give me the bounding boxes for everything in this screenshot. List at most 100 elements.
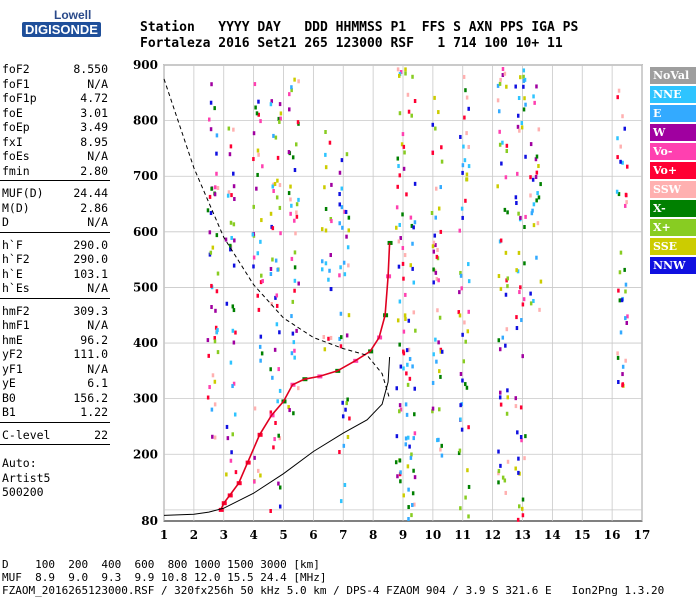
digisonde-logo: Lowell DIGISONDE [8, 6, 118, 40]
echo-mark [341, 414, 345, 419]
echo-mark [462, 74, 466, 79]
echo-mark [532, 298, 535, 303]
echo-mark [460, 206, 464, 211]
echo-mark [297, 79, 300, 84]
echo-mark [504, 175, 508, 180]
echo-mark [226, 193, 230, 198]
param-name: yF1 [2, 361, 23, 376]
echo-mark [254, 105, 257, 110]
param-row-foep: foEp 3.49 [2, 120, 108, 134]
echo-mark [624, 282, 628, 287]
echo-mark [413, 99, 417, 104]
param-row-fxi: fxI 8.95 [2, 135, 108, 149]
echo-mark [229, 243, 232, 248]
echo-mark [324, 165, 328, 170]
echo-mark [253, 406, 257, 411]
echo-mark [260, 273, 263, 278]
echo-mark [288, 92, 291, 97]
param-value: 96.2 [80, 332, 108, 347]
param-name: h`F [2, 237, 23, 252]
echo-mark [439, 349, 443, 354]
echo-mark [405, 192, 408, 197]
echo-mark [400, 142, 404, 147]
echo-mark [292, 411, 295, 416]
echo-mark [290, 314, 293, 319]
echo-mark [459, 273, 463, 278]
echo-mark [291, 331, 295, 336]
echo-mark [624, 289, 627, 294]
echo-mark [431, 409, 434, 414]
echo-mark [396, 184, 399, 189]
legend-item-vo: Vo- [650, 143, 696, 160]
legend-item-w: W [650, 124, 696, 141]
echo-mark [397, 239, 401, 244]
echo-mark [277, 367, 280, 372]
echo-mark [253, 479, 256, 484]
echo-mark [537, 127, 541, 132]
echo-mark [413, 181, 417, 186]
echo-mark [255, 111, 259, 116]
echo-mark [258, 344, 262, 349]
echo-mark [505, 143, 509, 148]
param-row-fof2: foF2 8.550 [2, 62, 108, 76]
footer: D 100 200 400 600 800 1000 1500 3000 [km… [2, 558, 664, 597]
param-name: foF1 [2, 76, 30, 91]
param-value: 290.0 [73, 237, 108, 252]
echo-mark [329, 253, 332, 258]
echo-mark [273, 437, 276, 442]
echo-mark [396, 156, 400, 161]
echo-mark [524, 102, 527, 107]
echo-mark [225, 424, 229, 429]
echo-mark [215, 233, 219, 238]
station-header: Station YYYY DAY DDD HHMMSS P1 FFS S AXN… [140, 20, 578, 52]
echo-mark [330, 219, 333, 224]
echo-mark [231, 304, 235, 309]
echo-mark [323, 185, 326, 190]
echo-mark [346, 397, 349, 402]
echo-mark [619, 144, 622, 149]
echo-mark [295, 210, 298, 215]
echo-mark [294, 231, 297, 236]
echo-mark [338, 221, 341, 226]
echo-mark [467, 425, 470, 430]
echo-mark [621, 114, 624, 119]
echo-mark [521, 506, 524, 511]
echo-mark [624, 316, 627, 321]
echo-mark [459, 403, 462, 408]
echo-mark [293, 265, 297, 270]
echo-mark [233, 412, 237, 417]
echo-mark [215, 330, 219, 335]
echo-mark [395, 225, 398, 230]
echo-mark [522, 84, 525, 89]
param-name: B1 [2, 405, 16, 419]
echo-mark [621, 364, 625, 369]
echo-mark [278, 330, 281, 335]
echo-mark [329, 216, 333, 221]
echo-mark [297, 281, 300, 286]
echo-mark [344, 209, 348, 214]
echo-mark [256, 172, 259, 177]
echo-mark [324, 152, 327, 157]
echo-mark [434, 215, 437, 220]
echo-mark [617, 192, 621, 197]
echo-mark [497, 109, 501, 114]
echo-mark [411, 266, 414, 271]
param-row-hf: h`F 290.0 [2, 238, 108, 252]
echo-mark [340, 205, 344, 210]
echo-mark [261, 279, 264, 284]
echo-mark [322, 335, 326, 340]
echo-mark [327, 277, 330, 282]
echo-mark [410, 452, 413, 457]
param-value: N/A [87, 76, 108, 91]
echo-mark [293, 77, 296, 82]
echo-mark [505, 84, 508, 89]
param-name: foF2 [2, 62, 30, 76]
echo-mark [504, 490, 508, 495]
echo-mark [413, 386, 416, 391]
echo-mark [233, 197, 236, 202]
echo-mark [270, 99, 274, 104]
echo-mark [435, 359, 438, 364]
echo-mark [437, 206, 441, 211]
echo-mark [232, 127, 235, 132]
param-name: fxI [2, 134, 23, 149]
